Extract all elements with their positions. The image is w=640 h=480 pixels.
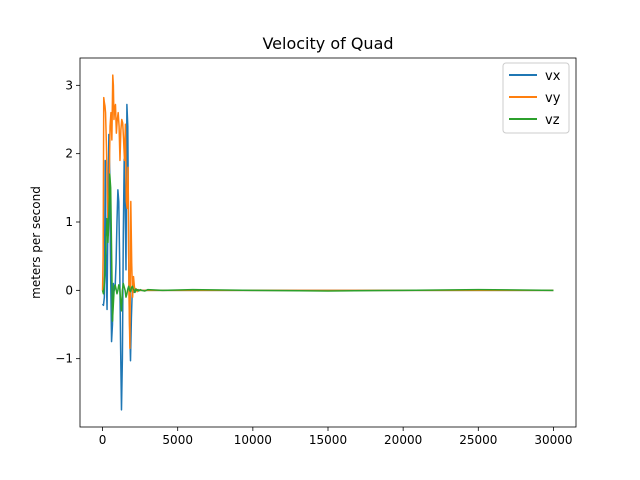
x-tick-label: 20000	[384, 433, 422, 447]
chart-title: Velocity of Quad	[262, 34, 393, 53]
x-tick-label: 10000	[234, 433, 272, 447]
legend-label-vy: vy	[545, 91, 561, 106]
y-tick-label: −1	[55, 352, 73, 366]
series-line-vz	[101, 173, 554, 322]
series-line-vx	[101, 103, 554, 411]
x-tick-label: 25000	[459, 433, 497, 447]
series-line-vy	[101, 74, 554, 350]
y-tick-label: 0	[65, 283, 73, 297]
y-tick-label: 2	[65, 147, 73, 161]
x-tick-label: 30000	[534, 433, 572, 447]
legend: vx vy vz	[502, 62, 570, 134]
legend-label-vz: vz	[545, 113, 560, 128]
x-axis: 0 5000 10000 15000 20000 25000 30000	[99, 427, 573, 447]
y-tick-label: 1	[65, 215, 73, 229]
y-tick-label: 3	[65, 78, 73, 92]
plot-area	[101, 74, 554, 411]
x-tick-label: 15000	[309, 433, 347, 447]
y-axis: −1 0 1 2 3	[55, 78, 80, 366]
plot-frame	[79, 57, 577, 428]
legend-label-vx: vx	[545, 69, 561, 84]
x-tick-label: 0	[99, 433, 107, 447]
y-axis-label: meters per second	[29, 186, 43, 299]
x-tick-label: 5000	[162, 433, 193, 447]
